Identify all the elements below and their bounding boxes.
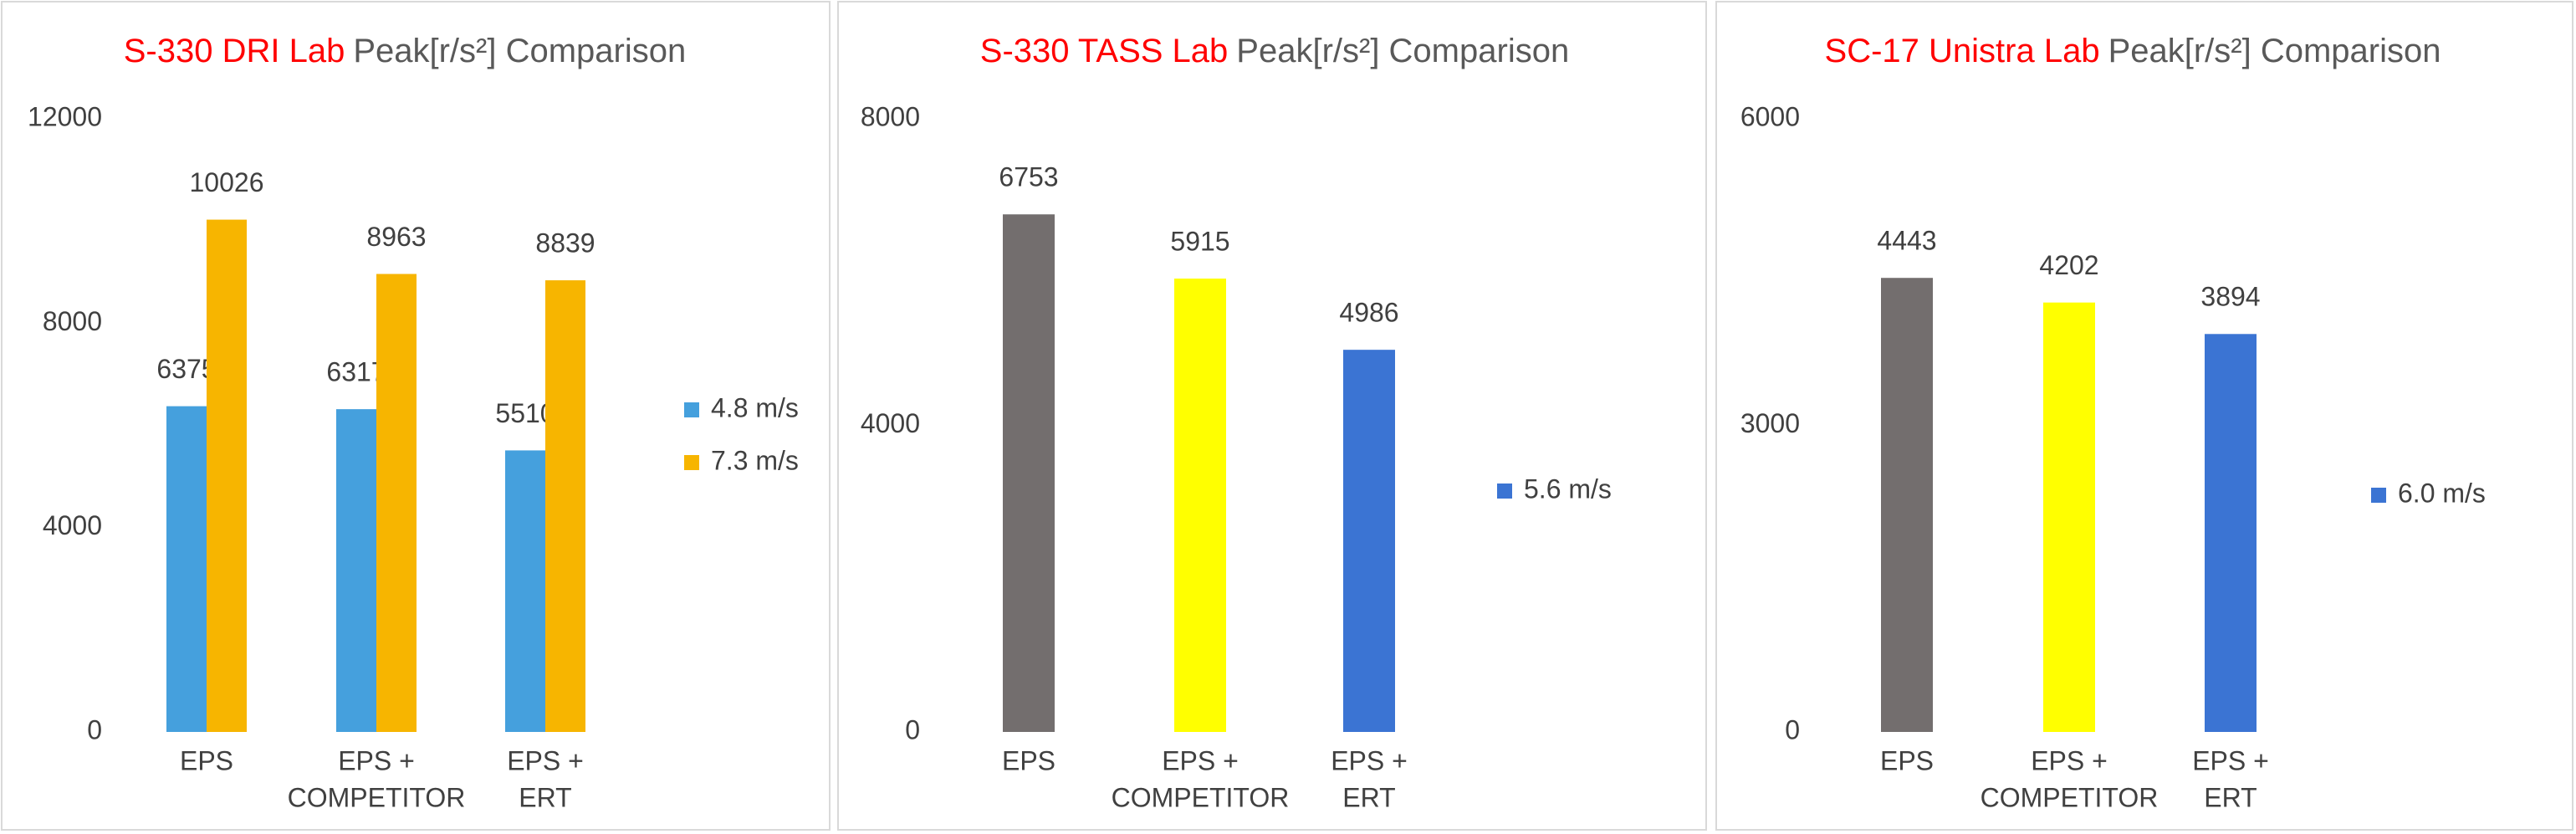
y-tick-label: 12000 — [28, 101, 102, 131]
title-part: S-330 TASS Lab — [980, 33, 1228, 69]
y-tick-label: 0 — [87, 714, 102, 744]
x-tick-label: EPS + — [1331, 745, 1408, 775]
bar — [2205, 334, 2257, 732]
data-label: 6317 — [326, 357, 386, 387]
data-label: 6753 — [999, 162, 1058, 192]
bar — [505, 450, 545, 732]
y-tick-label: 8000 — [43, 306, 102, 336]
x-tick-label: COMPETITOR — [1112, 782, 1290, 812]
y-tick-label: 0 — [905, 714, 920, 744]
panel — [837, 1, 1707, 831]
y-tick-label: 4000 — [43, 510, 102, 540]
y-tick-label: 6000 — [1740, 101, 1800, 131]
title-part: Peak[r/s²] Comparison — [2108, 33, 2441, 69]
legend-label: 4.8 m/s — [711, 392, 799, 422]
data-label: 5510 — [495, 398, 555, 428]
data-label: 5915 — [1170, 226, 1229, 256]
y-tick-label: 8000 — [861, 101, 920, 131]
x-tick-label: EPS — [180, 745, 233, 775]
data-label: 4443 — [1877, 226, 1936, 256]
bar — [1003, 214, 1055, 733]
y-tick-label: 0 — [1785, 714, 1800, 744]
y-tick-label: 4000 — [861, 408, 920, 438]
x-tick-label: COMPETITOR — [288, 782, 466, 812]
data-label: 4202 — [2039, 250, 2098, 280]
title-part: S-330 DRI Lab — [124, 33, 345, 69]
x-tick-label: EPS + — [1162, 745, 1239, 775]
x-tick-label: COMPETITOR — [1981, 782, 2159, 812]
legend-marker — [2371, 488, 2386, 503]
legend-label: 7.3 m/s — [711, 445, 799, 475]
data-label: 4986 — [1339, 298, 1398, 328]
data-label: 10026 — [190, 167, 264, 197]
bar — [2043, 302, 2095, 733]
title-part: Peak[r/s²] Comparison — [1236, 33, 1569, 69]
x-tick-label: EPS + — [2031, 745, 2108, 775]
bar — [1343, 350, 1395, 732]
title-part: Peak[r/s²] Comparison — [353, 33, 686, 69]
y-tick-label: 3000 — [1740, 408, 1800, 438]
bar — [376, 274, 417, 732]
legend-marker — [684, 402, 699, 417]
x-tick-label: EPS + — [507, 745, 584, 775]
bar — [207, 219, 247, 732]
data-label: 8839 — [535, 228, 595, 258]
x-tick-label: EPS + — [2192, 745, 2269, 775]
x-tick-label: ERT — [519, 782, 571, 812]
legend-marker — [684, 455, 699, 470]
x-tick-label: EPS + — [338, 745, 415, 775]
chart-title: S-330 DRI Lab Peak[r/s²] Comparison — [124, 33, 687, 69]
bar — [1174, 279, 1226, 733]
bar — [166, 406, 207, 732]
data-label: 6375 — [156, 354, 216, 384]
title-part: SC-17 Unistra Lab — [1825, 33, 2100, 69]
chart-title: S-330 TASS Lab Peak[r/s²] Comparison — [980, 33, 1569, 69]
x-tick-label: ERT — [2204, 782, 2257, 812]
x-tick-label: EPS — [1880, 745, 1934, 775]
legend-marker — [1497, 484, 1512, 499]
bar — [336, 409, 376, 732]
chart-title: SC-17 Unistra Lab Peak[r/s²] Comparison — [1825, 33, 2441, 69]
bar — [1881, 278, 1933, 732]
x-tick-label: ERT — [1342, 782, 1395, 812]
legend-label: 6.0 m/s — [2398, 478, 2486, 508]
legend-label: 5.6 m/s — [1524, 473, 1612, 504]
panel — [1715, 1, 2573, 831]
data-label: 3894 — [2200, 282, 2260, 312]
bar — [545, 280, 585, 732]
data-label: 8963 — [366, 222, 426, 252]
x-tick-label: EPS — [1002, 745, 1055, 775]
